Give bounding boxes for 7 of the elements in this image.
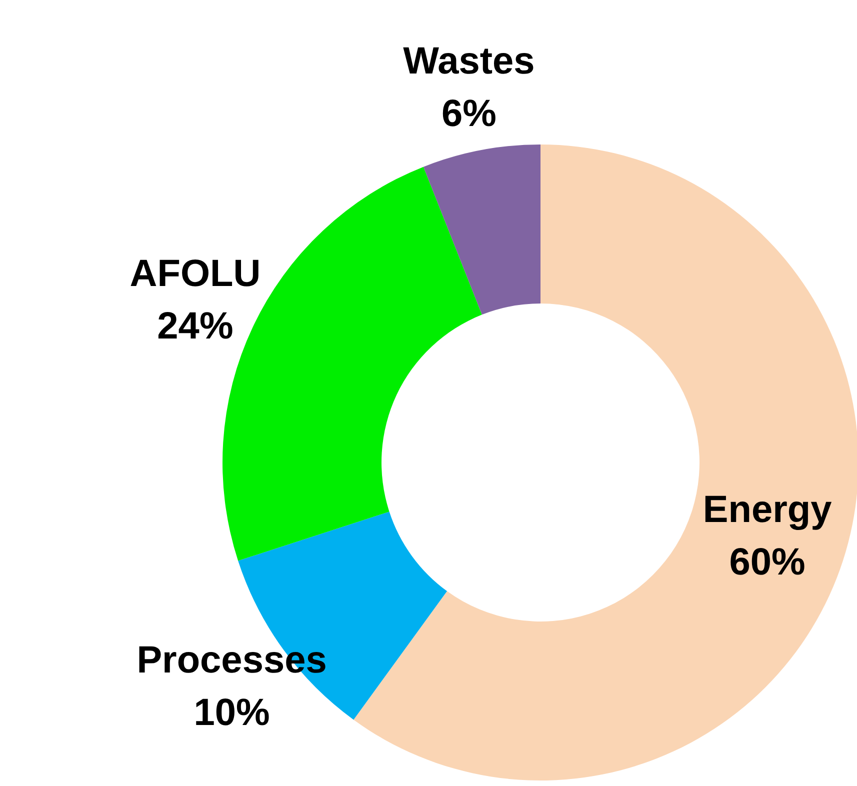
data-label: 24%	[157, 305, 234, 348]
slice-label: AFOLU	[130, 252, 261, 295]
data-label: 6%	[442, 92, 496, 135]
data-label: 10%	[194, 692, 270, 734]
slice-label: Energy	[702, 488, 832, 531]
slice-label: Wastes	[403, 40, 535, 82]
data-label: 60%	[729, 541, 806, 584]
